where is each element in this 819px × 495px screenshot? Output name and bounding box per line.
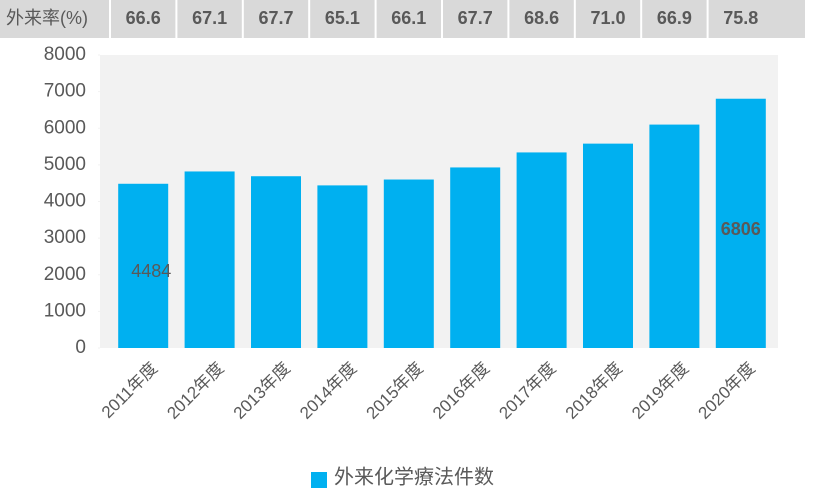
rate-value: 67.7 (258, 8, 293, 28)
y-tick-label: 2000 (44, 264, 86, 285)
x-tick-label: 2013年度 (230, 359, 294, 423)
x-tick-label: 2018年度 (562, 359, 626, 423)
legend-swatch (311, 472, 327, 488)
legend-label: 外来化学療法件数 (334, 465, 494, 488)
x-tick-label: 2011年度 (98, 359, 161, 422)
bar (715, 98, 766, 348)
rate-value: 66.1 (391, 8, 426, 28)
x-tick-label: 2014年度 (296, 359, 360, 423)
bar (583, 143, 633, 348)
bar (649, 124, 700, 349)
rate-row-bg (0, 0, 805, 38)
x-tick-label: 2020年度 (695, 359, 759, 423)
bar (516, 152, 567, 348)
y-tick-label: 4000 (44, 191, 86, 212)
y-tick-label: 3000 (44, 227, 86, 248)
x-tick-label: 2017年度 (495, 359, 559, 423)
data-label: 4484 (131, 261, 171, 281)
data-label: 6806 (721, 219, 761, 239)
y-tick-label: 5000 (44, 154, 86, 175)
rate-value: 67.7 (458, 8, 493, 28)
x-tick-label: 2019年度 (628, 359, 692, 423)
bar (118, 183, 169, 348)
y-tick-label: 8000 (44, 44, 86, 65)
rate-value: 75.8 (723, 8, 758, 28)
rate-value: 71.0 (590, 8, 625, 28)
x-tick-label: 2016年度 (429, 359, 493, 423)
rate-value: 67.1 (192, 8, 227, 28)
rate-row-label: 外来率(%) (6, 8, 88, 28)
x-tick-label: 2012年度 (163, 359, 227, 423)
y-tick-label: 1000 (44, 300, 86, 321)
rate-value: 66.9 (657, 8, 692, 28)
x-tick-label: 2015年度 (363, 359, 427, 423)
bar (317, 185, 368, 348)
bar (383, 179, 434, 348)
rate-value: 68.6 (524, 8, 559, 28)
y-tick-label: 6000 (44, 117, 86, 138)
y-tick-label: 0 (75, 337, 86, 358)
rate-value: 65.1 (325, 8, 360, 28)
bar (251, 176, 301, 348)
bar (450, 167, 501, 348)
bar (184, 171, 235, 348)
y-tick-label: 7000 (44, 81, 86, 102)
rate-value: 66.6 (126, 8, 161, 28)
